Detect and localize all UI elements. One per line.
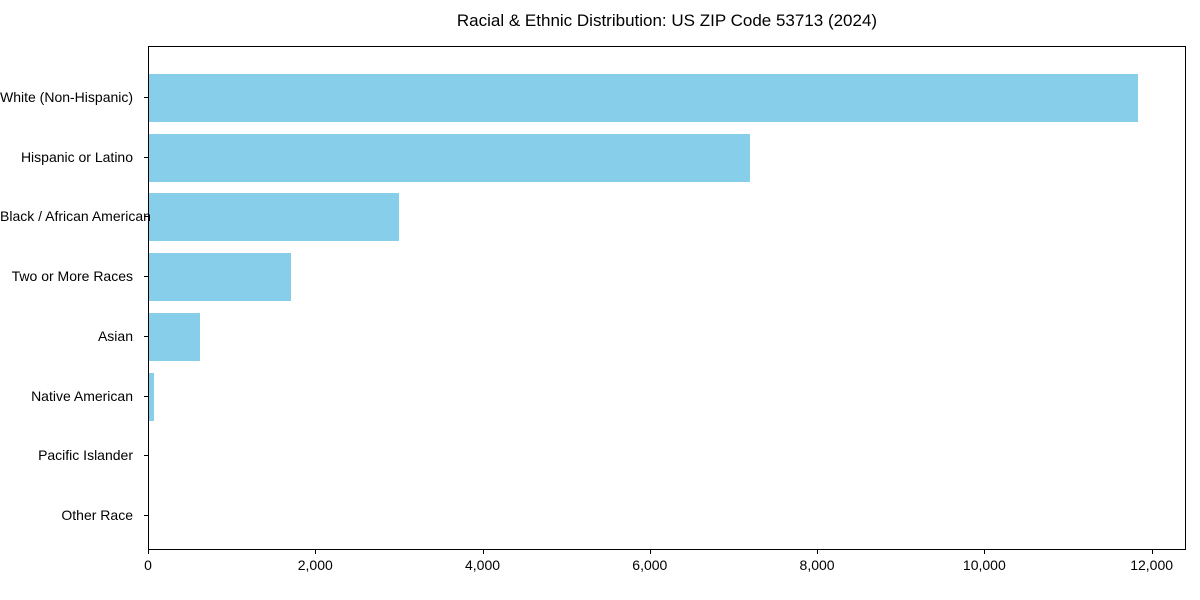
bar-hispanic-or-latino	[149, 133, 751, 182]
y-tick-mark	[144, 216, 148, 218]
y-tick-mark	[144, 276, 148, 278]
y-tick-label-white-non-hispanic: White (Non-Hispanic)	[0, 89, 134, 105]
x-tick-mark	[482, 550, 484, 554]
x-tick-label: 8,000	[799, 557, 835, 573]
x-tick-mark	[817, 550, 819, 554]
x-tick-mark	[315, 550, 317, 554]
x-tick-label: 12,000	[1130, 557, 1174, 573]
bar-native-american	[149, 372, 155, 421]
y-tick-mark	[144, 335, 148, 337]
y-tick-label-black-african-american: Black / African American	[0, 208, 151, 225]
bar-white-non-hispanic	[149, 74, 1138, 122]
x-tick-label: 0	[144, 557, 152, 573]
chart-title: Racial & Ethnic Distribution: US ZIP Cod…	[456, 11, 878, 30]
y-tick-mark	[144, 514, 148, 516]
x-tick-label: 2,000	[297, 557, 333, 573]
y-tick-label-two-or-more-races: Two or More Races	[11, 268, 133, 285]
bar-two-or-more-races	[149, 253, 292, 302]
x-tick-label: 6,000	[632, 557, 668, 573]
y-tick-label-pacific-islander: Pacific Islander	[38, 447, 133, 464]
y-tick-mark	[144, 455, 148, 457]
y-tick-label-asian: Asian	[97, 327, 133, 344]
x-tick-mark	[1151, 550, 1153, 554]
bar-black-african-american	[149, 193, 400, 242]
x-tick-mark	[984, 550, 986, 554]
bar-asian	[149, 312, 201, 361]
x-tick-mark	[649, 550, 651, 554]
y-tick-label-other-race: Other Race	[61, 506, 133, 523]
y-tick-label-hispanic-or-latino: Hispanic or Latino	[20, 148, 133, 165]
y-tick-label-native-american: Native American	[31, 387, 133, 404]
y-tick-mark	[144, 97, 148, 98]
x-tick-label: 4,000	[465, 557, 501, 573]
plot-area	[148, 46, 1186, 550]
y-tick-mark	[144, 156, 148, 158]
y-tick-mark	[144, 395, 148, 397]
x-tick-label: 10,000	[962, 557, 1006, 573]
x-tick-mark	[148, 550, 149, 554]
